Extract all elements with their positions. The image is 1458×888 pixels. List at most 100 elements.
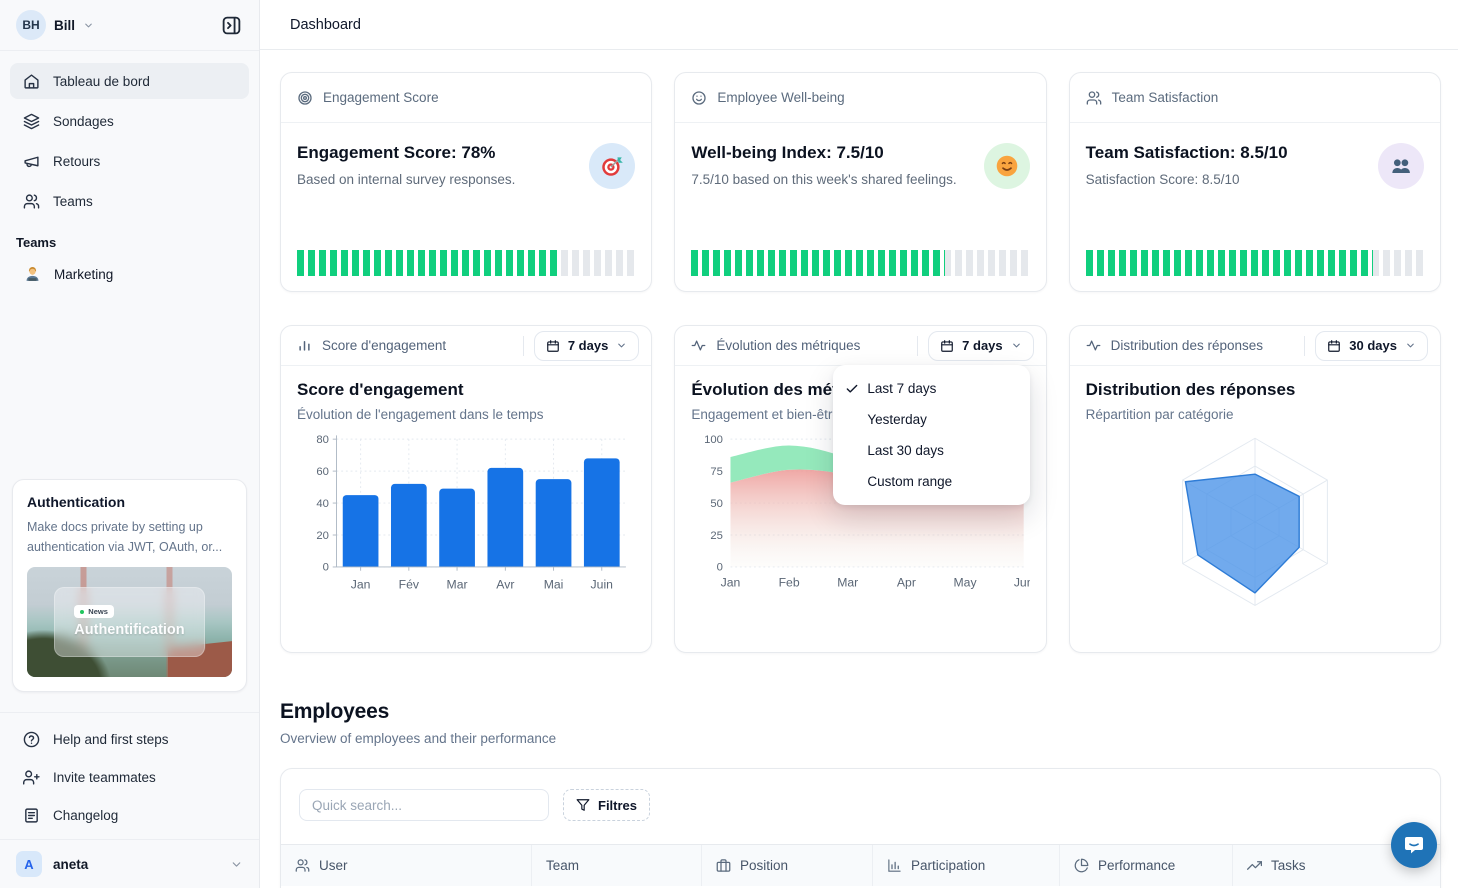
sidebar-item-label: Retours bbox=[53, 153, 101, 169]
sidebar-nav: Tableau de bord Sondages Retours Teams bbox=[0, 51, 259, 223]
column-header-tasks[interactable]: Tasks bbox=[1232, 845, 1440, 886]
dropdown-option-last-7-days[interactable]: Last 7 days bbox=[833, 373, 1030, 404]
sidebar-item-marketing[interactable]: Marketing bbox=[10, 256, 249, 292]
divider bbox=[0, 839, 259, 840]
svg-text:75: 75 bbox=[711, 466, 724, 478]
svg-text:Jan: Jan bbox=[351, 578, 371, 592]
column-header-participation[interactable]: Participation bbox=[872, 845, 1059, 886]
range-select-button[interactable]: 7 days bbox=[533, 330, 640, 361]
stat-card-engagement: Engagement Score Engagement Score: 78% B… bbox=[280, 72, 653, 292]
range-dropdown-menu: Last 7 days Yesterday Last 30 days Custo… bbox=[833, 365, 1031, 505]
dropdown-option-last-30-days[interactable]: Last 30 days bbox=[867, 443, 944, 458]
stat-title: Well-being Index: 7.5/10 bbox=[691, 143, 884, 162]
sidebar-item-label: Tableau de bord bbox=[53, 73, 150, 89]
two-busts-icon bbox=[1378, 143, 1424, 189]
progress-bar bbox=[1085, 250, 1424, 276]
chevron-down-icon bbox=[616, 340, 627, 351]
workspace-name: aneta bbox=[53, 856, 89, 872]
chart-title: Distribution des réponses bbox=[1085, 380, 1296, 399]
progress-bar bbox=[691, 250, 1030, 276]
chat-launcher-button[interactable] bbox=[1391, 822, 1437, 868]
svg-text:Juin: Juin bbox=[591, 578, 613, 592]
promo-title: Authentication bbox=[27, 494, 125, 511]
svg-text:0: 0 bbox=[717, 562, 723, 574]
chevron-down-icon bbox=[83, 20, 94, 31]
megaphone-icon bbox=[23, 153, 40, 170]
sidebar-item-label: Sondages bbox=[53, 113, 114, 129]
news-badge: News bbox=[74, 605, 114, 619]
svg-text:40: 40 bbox=[316, 498, 329, 510]
dart-target-icon bbox=[589, 143, 636, 189]
column-header-team[interactable]: Team bbox=[531, 845, 701, 886]
user-name: Bill bbox=[54, 17, 76, 33]
sidebar-item-tableau-de-bord[interactable]: Tableau de bord bbox=[10, 63, 249, 99]
bar-chart-icon bbox=[297, 338, 312, 353]
sidebar-item-help[interactable]: Help and first steps bbox=[10, 721, 249, 757]
search-input[interactable] bbox=[299, 789, 549, 821]
promo-card-authentication[interactable]: Authentication Make docs private by sett… bbox=[12, 479, 247, 692]
sidebar-item-retours[interactable]: Retours bbox=[10, 143, 249, 179]
column-header-performance[interactable]: Performance bbox=[1059, 845, 1232, 886]
divider bbox=[522, 335, 524, 356]
employees-table-card: Filtres User Team bbox=[280, 768, 1441, 888]
divider bbox=[0, 50, 259, 51]
check-icon bbox=[845, 382, 859, 396]
svg-text:20: 20 bbox=[316, 530, 329, 542]
stat-title: Team Satisfaction: 8.5/10 bbox=[1085, 143, 1288, 162]
sidebar-item-label: Help and first steps bbox=[53, 731, 169, 747]
filters-button[interactable]: Filtres bbox=[563, 789, 651, 821]
workspace-switcher[interactable]: A aneta bbox=[0, 840, 259, 888]
range-select-button[interactable]: 30 days bbox=[1315, 330, 1428, 361]
collapse-sidebar-button[interactable] bbox=[217, 11, 245, 39]
dropdown-option-yesterday[interactable]: Yesterday bbox=[867, 412, 927, 427]
funnel-icon bbox=[576, 798, 590, 812]
calendar-icon bbox=[546, 339, 560, 353]
promo-image-title: Authentification bbox=[74, 622, 185, 639]
calendar-icon bbox=[1327, 339, 1341, 353]
workspace-avatar: A bbox=[16, 851, 42, 877]
user-menu[interactable]: BH Bill bbox=[16, 10, 94, 40]
column-header-user[interactable]: User bbox=[281, 845, 531, 886]
employees-subtitle: Overview of employees and their performa… bbox=[280, 731, 557, 746]
svg-text:Avr: Avr bbox=[496, 578, 514, 592]
home-icon bbox=[23, 73, 40, 90]
chart-subtitle: Répartition par catégorie bbox=[1085, 407, 1234, 422]
chevron-down-icon bbox=[1405, 340, 1416, 351]
svg-text:80: 80 bbox=[316, 434, 329, 446]
chat-smile-icon bbox=[1402, 833, 1426, 857]
users-icon bbox=[295, 858, 310, 873]
sidebar-item-teams[interactable]: Teams bbox=[10, 183, 249, 219]
sidebar-item-invite[interactable]: Invite teammates bbox=[10, 759, 249, 795]
svg-text:Jun: Jun bbox=[1014, 576, 1029, 590]
user-avatar: BH bbox=[16, 10, 46, 40]
person-technologist-icon bbox=[23, 265, 42, 284]
svg-text:25: 25 bbox=[711, 530, 724, 542]
stat-card-wellbeing: Employee Well-being Well-being Index: 7.… bbox=[674, 72, 1047, 292]
svg-text:Fév: Fév bbox=[399, 578, 420, 592]
chevron-down-icon bbox=[1011, 340, 1022, 351]
stat-title: Engagement Score: 78% bbox=[297, 143, 496, 162]
range-select-button[interactable]: 7 days bbox=[928, 330, 1034, 361]
trending-up-icon bbox=[1247, 858, 1262, 873]
sidebar-item-sondages[interactable]: Sondages bbox=[10, 103, 249, 139]
column-header-position[interactable]: Position bbox=[701, 845, 872, 886]
user-plus-icon bbox=[23, 769, 40, 786]
layers-icon bbox=[23, 113, 40, 130]
target-icon bbox=[297, 90, 313, 106]
table-header-row: User Team Position bbox=[281, 844, 1440, 886]
main-area: Dashboard Engagement Score Engagement Sc… bbox=[260, 0, 1458, 888]
activity-icon bbox=[1086, 338, 1101, 353]
smiling-face-icon bbox=[983, 143, 1030, 189]
progress-bar bbox=[297, 250, 636, 276]
teams-section-label: Teams bbox=[16, 235, 57, 250]
pie-chart-icon bbox=[1074, 858, 1089, 873]
svg-text:May: May bbox=[954, 576, 978, 590]
stat-subtitle: Satisfaction Score: 8.5/10 bbox=[1085, 172, 1240, 187]
content: Engagement Score Engagement Score: 78% B… bbox=[260, 50, 1458, 888]
svg-text:50: 50 bbox=[711, 498, 724, 510]
sidebar-item-changelog[interactable]: Changelog bbox=[10, 797, 249, 833]
smile-icon bbox=[691, 90, 707, 106]
news-dot-icon bbox=[80, 609, 85, 614]
dropdown-option-custom-range[interactable]: Custom range bbox=[867, 474, 953, 489]
promo-image: News Authentification bbox=[27, 567, 232, 677]
